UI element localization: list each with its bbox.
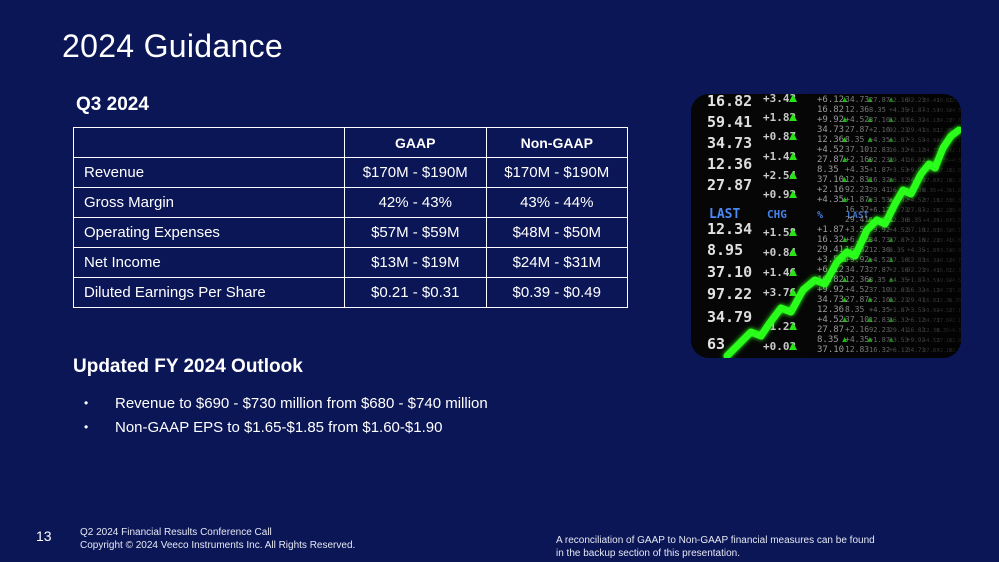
page-number: 13 (36, 528, 52, 544)
list-item: • Revenue to $690 - $730 million from $6… (84, 391, 488, 415)
metric-label: Operating Expenses (73, 217, 345, 248)
table-header-row: GAAP Non-GAAP (73, 127, 628, 158)
slide-title: 2024 Guidance (62, 28, 283, 64)
non-gaap-value: $0.39 - $0.49 (485, 277, 628, 308)
footer-event: Q2 2024 Financial Results Conference Cal… (80, 527, 272, 538)
outlook-bullet-text: Revenue to $690 - $730 million from $680… (115, 394, 488, 412)
gaap-value: $57M - $59M (344, 217, 487, 248)
gaap-value: $13M - $19M (344, 247, 487, 278)
table-row: Revenue $170M - $190M $170M - $190M (73, 157, 628, 188)
non-gaap-value: $24M - $31M (485, 247, 628, 278)
table-row: Diluted Earnings Per Share $0.21 - $0.31… (73, 277, 628, 308)
stock-ticker-image: 16.8259.4134.7312.3627.8712.348.9537.109… (691, 94, 961, 358)
table-row: Net Income $13M - $19M $24M - $31M (73, 247, 628, 278)
footer-left: Q2 2024 Financial Results Conference Cal… (80, 526, 355, 552)
metric-label: Revenue (73, 157, 345, 188)
gaap-value: $170M - $190M (344, 157, 487, 188)
q3-heading: Q3 2024 (76, 94, 149, 115)
guidance-table: GAAP Non-GAAP Revenue $170M - $190M $170… (73, 127, 628, 308)
gaap-value: 42% - 43% (344, 187, 487, 218)
outlook-heading: Updated FY 2024 Outlook (73, 356, 303, 377)
bullet-icon: • (84, 396, 89, 410)
column-header-non-gaap: Non-GAAP (485, 127, 628, 158)
metric-label: Diluted Earnings Per Share (73, 277, 345, 308)
column-header-gaap: GAAP (344, 127, 487, 158)
non-gaap-value: $170M - $190M (485, 157, 628, 188)
metric-label: Gross Margin (73, 187, 345, 218)
outlook-list: • Revenue to $690 - $730 million from $6… (84, 391, 488, 439)
non-gaap-value: 43% - 44% (485, 187, 628, 218)
gaap-value: $0.21 - $0.31 (344, 277, 487, 308)
table-row: Operating Expenses $57M - $59M $48M - $5… (73, 217, 628, 248)
footer-copyright: Copyright © 2024 Veeco Instruments Inc. … (80, 540, 356, 551)
list-item: • Non-GAAP EPS to $1.65-$1.85 from $1.60… (84, 415, 488, 439)
column-header-blank (73, 127, 345, 158)
metric-label: Net Income (73, 247, 345, 278)
footer-note: A reconciliation of GAAP to Non-GAAP fin… (556, 535, 875, 559)
non-gaap-value: $48M - $50M (485, 217, 628, 248)
table-row: Gross Margin 42% - 43% 43% - 44% (73, 187, 628, 218)
outlook-bullet-text: Non-GAAP EPS to $1.65-$1.85 from $1.60-$… (115, 418, 443, 436)
bullet-icon: • (84, 420, 89, 434)
